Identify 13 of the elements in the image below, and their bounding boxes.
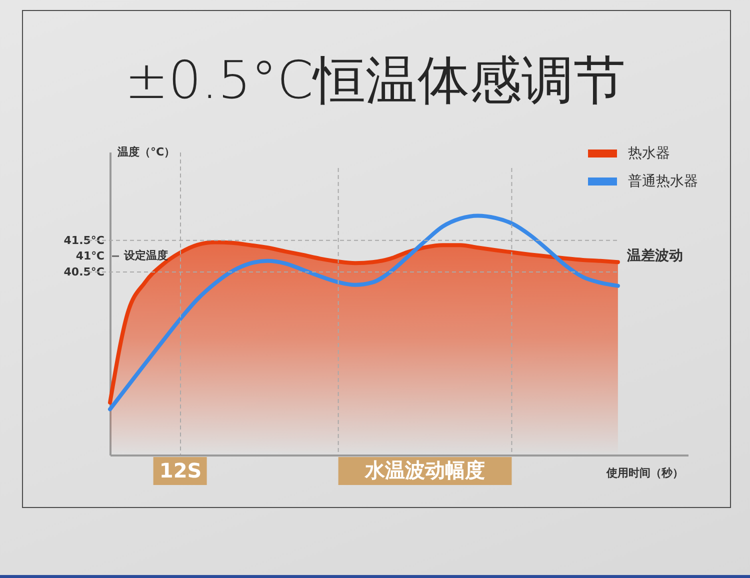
line-series (108, 214, 620, 412)
legend-label: 热水器 (628, 146, 670, 162)
annotation: 温差波动 (626, 248, 683, 264)
legend-label: 普通热水器 (628, 172, 698, 190)
annotation: 设定温度 (123, 249, 168, 262)
x-axis-title: 使用时间（秒） (606, 466, 684, 480)
y-axis-title: 温度（°C） (116, 146, 176, 158)
y-tick-label: 41.5°C (64, 234, 104, 247)
chart-title: ±0.5°C恒温体感调节 (124, 51, 626, 111)
y-tick-label: 40.5°C (64, 265, 104, 278)
text: 水温波动幅度 (364, 458, 486, 482)
x-tick-label: 12S (159, 458, 202, 482)
y-tick-label: 41℃ (76, 250, 104, 263)
